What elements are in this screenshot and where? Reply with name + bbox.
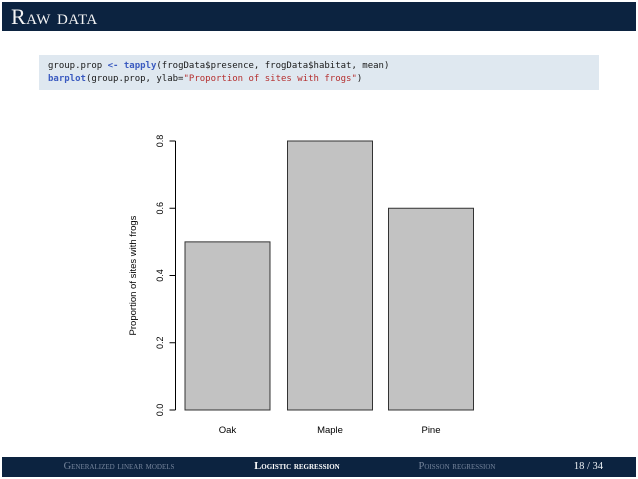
bar-oak — [184, 241, 271, 411]
footline: Generalized linear models Logistic regre… — [2, 457, 636, 477]
footer-section-logistic-regression: Logistic regression — [254, 461, 340, 472]
code-token: tapply — [123, 61, 157, 71]
page-number: 18 / 34 — [573, 461, 603, 472]
code-line: group.prop <- tapply(frogData$presence, … — [48, 60, 590, 73]
code-token: (frogData$presence, frogData$habitat, me… — [156, 61, 390, 71]
y-tick-label: 0.4 — [155, 269, 165, 282]
x-category-label: Pine — [421, 425, 440, 436]
code-block: group.prop <- tapply(frogData$presence, … — [39, 55, 599, 90]
x-category-label: Oak — [219, 425, 237, 436]
code-token: ) — [356, 73, 363, 84]
y-tick-label: 0.6 — [155, 202, 165, 215]
bar-maple — [287, 140, 373, 411]
footer-section-poisson-regression: Poisson regression — [418, 461, 496, 472]
y-tick-label: 0.2 — [155, 336, 165, 349]
bar-pine — [388, 207, 474, 411]
footer-section-generalized-linear-models: Generalized linear models — [63, 461, 175, 472]
slide-title: Raw data — [11, 3, 98, 29]
slide-title-bar: Raw data — [2, 2, 636, 31]
code-token: barplot — [48, 73, 86, 84]
y-axis-label: Proportion of sites with frogs — [128, 215, 139, 335]
y-tick-label: 0.8 — [155, 135, 165, 148]
y-tick-label: 0.0 — [155, 404, 165, 417]
code-token: <- — [107, 61, 119, 71]
code-line: barplot(group.prop, ylab="Proportion of … — [48, 73, 590, 86]
code-token: "Proportion of sites with frogs" — [183, 73, 357, 84]
code-token: (group.prop, ylab= — [85, 73, 184, 84]
code-token: group.prop — [48, 61, 108, 71]
x-category-label: Maple — [317, 425, 343, 436]
